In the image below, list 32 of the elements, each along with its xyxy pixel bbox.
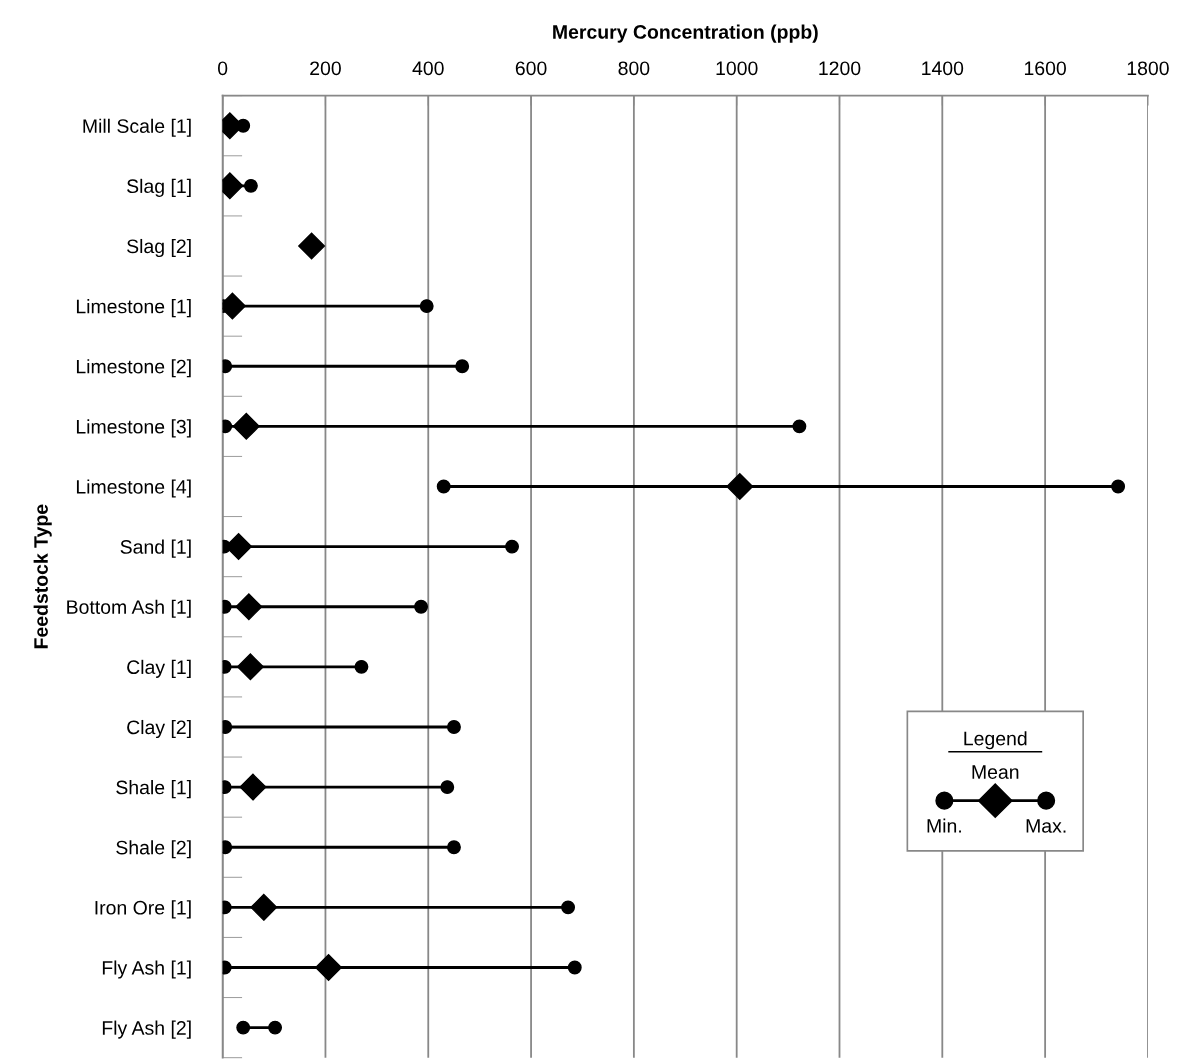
y-tick-label: Limestone [1] — [76, 299, 191, 318]
x-tick-label: 400 — [412, 61, 444, 76]
y-tick-label: Fly Ash [2] — [102, 1020, 191, 1039]
y-tick-label: Shale [2] — [116, 840, 191, 859]
x-tick-label: 800 — [618, 61, 650, 76]
y-tick-label: Mill Scale [1] — [83, 118, 191, 137]
y-tick-label: Fly Ash [1] — [102, 960, 191, 979]
x-tick-label: 1000 — [716, 61, 758, 76]
y-tick-label: Sand [1] — [120, 539, 191, 558]
y-tick-label: Slag [1] — [127, 178, 191, 197]
x-tick-label: 1400 — [922, 61, 964, 76]
y-tick-label: Slag [2] — [127, 238, 191, 258]
x-axis-title: Mercury Concentration (ppb) — [553, 24, 818, 43]
y-tick-label: Shale [1] — [116, 780, 191, 799]
y-axis-title: Feedstock Type — [33, 504, 52, 649]
x-tick-label: 200 — [310, 61, 341, 76]
x-tick-label: 1600 — [1024, 61, 1066, 76]
y-tick-label: Limestone [3] — [76, 419, 191, 438]
legend-title: Legend — [964, 731, 1027, 750]
x-tick-label: 0 — [218, 61, 228, 76]
y-tick-label: Clay [1] — [127, 659, 191, 678]
y-tick-label: Limestone [4] — [76, 479, 191, 498]
y-tick-label: Clay [2] — [127, 719, 191, 739]
x-tick-label: 600 — [515, 61, 547, 76]
x-tick-label: 1200 — [819, 61, 861, 76]
legend-label: Mean — [972, 765, 1019, 779]
legend-label: Max. — [1026, 819, 1066, 833]
y-tick-label: Bottom Ash [1] — [67, 599, 191, 618]
legend-label: Min. — [927, 818, 961, 833]
y-tick-label: Limestone [2] — [76, 359, 191, 378]
y-tick-label: Iron Ore [1] — [95, 900, 191, 919]
x-tick-label: 1800 — [1127, 61, 1169, 76]
